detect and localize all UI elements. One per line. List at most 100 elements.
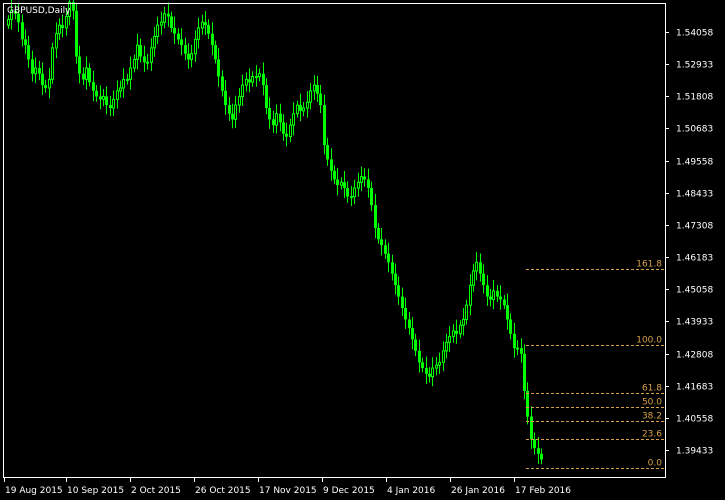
candle-body	[221, 76, 224, 91]
candle-body	[330, 159, 333, 171]
candle-body	[228, 105, 231, 114]
candle-body	[448, 336, 451, 343]
candle-body	[24, 39, 27, 46]
candle-body	[184, 45, 187, 54]
candle-body	[190, 53, 193, 60]
candle-body	[224, 90, 227, 106]
y-tick-label: 1.51808	[676, 93, 713, 103]
candle-body	[333, 170, 336, 180]
candle-body	[248, 79, 251, 83]
candle-body	[289, 124, 292, 137]
candle-body	[469, 284, 472, 306]
candle-body	[313, 84, 316, 92]
y-tick-label: 1.54058	[676, 29, 713, 39]
candle-body	[122, 78, 125, 89]
candle-body	[10, 10, 13, 20]
candle-body	[201, 21, 204, 29]
candle-body	[428, 373, 431, 377]
candle-body	[353, 187, 356, 198]
candle-body	[143, 56, 146, 63]
y-tick-label: 1.40558	[676, 415, 713, 425]
candle-body	[370, 188, 373, 206]
candle-body	[65, 16, 68, 29]
candle-body	[55, 33, 58, 49]
candle-body	[482, 273, 485, 286]
candle-body	[418, 350, 421, 363]
fib-level-label: 61.8	[642, 384, 662, 394]
candle-body	[425, 368, 428, 374]
y-tick-label: 1.42808	[676, 351, 713, 361]
y-tick-label: 1.52933	[676, 61, 713, 71]
candle-body	[48, 78, 51, 89]
candle-body	[408, 319, 411, 329]
y-tick-label: 1.43933	[676, 318, 713, 328]
fib-level-label: 50.0	[642, 398, 662, 408]
x-tick-label: 17 Nov 2015	[259, 486, 317, 496]
candle-body	[475, 261, 478, 272]
candle-body	[414, 339, 417, 351]
candle-body	[374, 205, 377, 228]
candle-body	[520, 348, 523, 354]
candle-body	[7, 18, 10, 26]
candle-body	[197, 27, 200, 40]
x-tick-label: 10 Sep 2015	[67, 486, 124, 496]
candle-body	[496, 290, 499, 297]
candle-body	[523, 353, 526, 391]
candle-body	[38, 68, 41, 74]
candle-body	[384, 245, 387, 254]
candle-body	[177, 33, 180, 40]
candle-body	[285, 133, 288, 137]
candle-body	[214, 45, 217, 60]
candle-body	[367, 179, 370, 188]
candle-body	[146, 61, 149, 64]
candle-body	[397, 285, 400, 297]
y-axis: 1.54058 1.52933 1.51808 1.50683 1.49558 1.484…	[665, 29, 713, 457]
candle-body	[431, 367, 434, 378]
candle-body	[421, 362, 424, 368]
fib-level-label: 161.8	[636, 260, 662, 270]
candle-body	[160, 21, 163, 26]
candle-body	[180, 39, 183, 46]
candle-body	[88, 68, 91, 83]
candle-body	[105, 96, 108, 106]
candle-body	[167, 13, 170, 17]
candle-body	[82, 73, 85, 80]
candle-body	[153, 36, 156, 49]
candle-body	[292, 113, 295, 126]
candles-layer	[7, 0, 543, 465]
candle-body	[126, 78, 129, 81]
candle-body	[14, 10, 17, 14]
candle-body	[489, 296, 492, 300]
candle-body	[479, 262, 482, 274]
fib-level-label: 100.0	[636, 336, 662, 346]
candle-body	[391, 262, 394, 274]
candle-body	[78, 56, 81, 74]
candle-body	[377, 228, 380, 240]
candle-body	[462, 319, 465, 326]
candle-body	[323, 105, 326, 146]
candle-body	[516, 347, 519, 350]
candle-body	[326, 145, 329, 160]
x-tick-label: 26 Jan 2016	[451, 486, 505, 496]
candle-body	[513, 333, 516, 349]
candle-body	[380, 239, 383, 246]
candle-body	[357, 181, 360, 189]
candle-body	[279, 113, 282, 123]
candle-body	[537, 448, 540, 454]
candle-body	[150, 47, 153, 63]
candle-body	[404, 308, 407, 320]
candle-body	[129, 67, 132, 80]
candle-body	[346, 188, 349, 197]
y-tick-label: 1.47308	[676, 222, 713, 232]
candle-body	[204, 22, 207, 26]
candle-body	[241, 84, 244, 97]
candle-body	[102, 96, 105, 100]
candle-body	[34, 67, 37, 75]
candle-body	[509, 319, 512, 334]
candle-body	[51, 47, 54, 80]
candle-body	[234, 104, 237, 120]
y-tick-label: 1.45058	[676, 286, 713, 296]
candle-body	[401, 296, 404, 308]
candle-body	[170, 16, 173, 28]
